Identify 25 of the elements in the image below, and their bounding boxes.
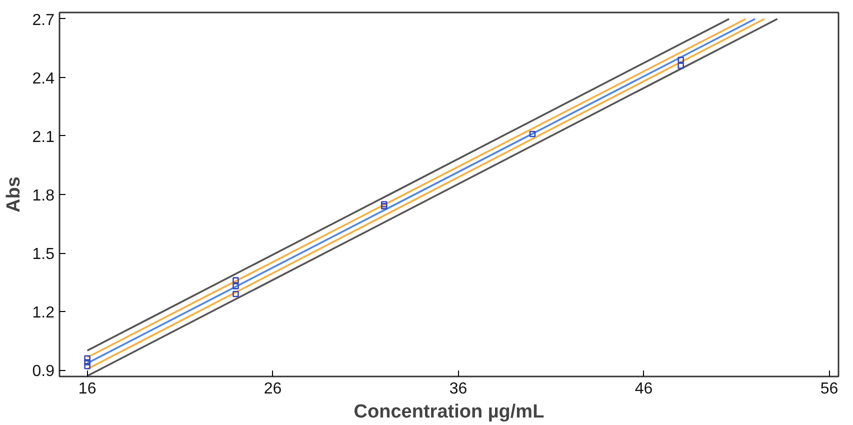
point [380,203,388,210]
x-tick-label: 16 [78,380,96,398]
y-tick-label: 2.7 [32,12,55,29]
y-tick-label: 2.1 [32,128,55,146]
y-tick-label: 0.9 [32,363,55,380]
point [232,290,239,298]
point [232,283,239,290]
x-tick-label: 26 [264,380,282,398]
point [678,62,684,69]
point [380,201,388,208]
x-tick-label: 46 [634,380,653,398]
y-tick-label: 1.2 [32,304,55,322]
point [678,56,684,64]
x-tick-label: 36 [449,380,468,398]
x-tick-label: 56 [820,380,838,398]
y-axis-title: Abs [3,176,24,212]
y-tick-label: 2.4 [32,70,55,88]
point [529,130,536,138]
point [232,277,239,284]
point [84,359,90,366]
y-tick-label: 1.5 [32,246,55,264]
point [84,363,90,370]
point [84,355,90,362]
y-tick-label: 1.8 [32,188,55,204]
x-axis-title: Concentration µg/mL [354,402,545,422]
